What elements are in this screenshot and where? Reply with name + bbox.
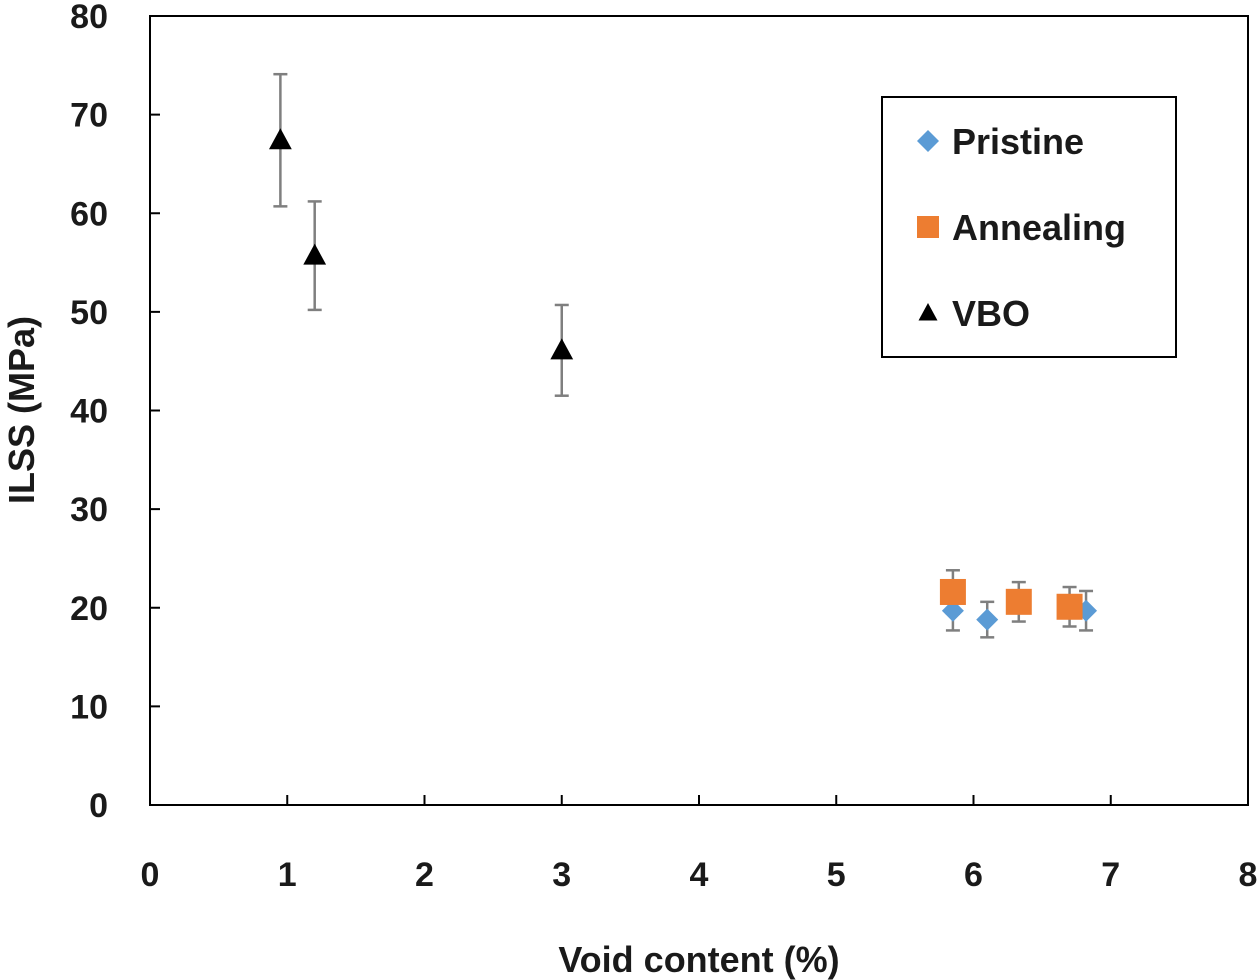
- x-tick-label: 0: [141, 856, 160, 894]
- x-tick-label: 7: [1101, 856, 1120, 894]
- y-tick-label: 60: [70, 195, 108, 233]
- legend-marker-pristine: [917, 130, 939, 152]
- y-axis-title: ILSS (MPa): [1, 316, 42, 504]
- y-axis: 0 10 20 30 40 50 60 70 80: [70, 0, 160, 825]
- y-tick-label: 0: [89, 787, 108, 825]
- x-axis-title: Void content (%): [558, 939, 839, 980]
- x-tick-label: 5: [827, 856, 846, 894]
- point-annealing: [1005, 588, 1032, 615]
- x-tick-label: 2: [415, 856, 434, 894]
- legend-marker-annealing: [917, 216, 939, 238]
- x-tick-label: 3: [552, 856, 571, 894]
- y-tick-label: 80: [70, 0, 108, 36]
- y-tick-label: 40: [70, 393, 108, 431]
- x-tick-label: 4: [690, 856, 709, 894]
- x-tick-label: 6: [964, 856, 983, 894]
- point-vbo: [303, 243, 327, 265]
- legend-label-pristine: Pristine: [952, 121, 1084, 162]
- y-tick-label: 70: [70, 97, 108, 135]
- point-vbo: [550, 338, 574, 360]
- data-markers: [268, 128, 1098, 631]
- legend-label-annealing: Annealing: [952, 207, 1126, 248]
- point-vbo: [268, 128, 292, 150]
- legend-marker-vbo: [918, 303, 938, 321]
- x-tick-label: 8: [1239, 856, 1258, 894]
- legend: Pristine Annealing VBO: [881, 96, 1177, 358]
- y-tick-label: 50: [70, 294, 108, 332]
- point-pristine: [941, 599, 964, 622]
- point-pristine: [976, 608, 999, 631]
- y-tick-label: 30: [70, 491, 108, 529]
- x-axis: 0 1 2 3 4 5 6 7 8: [141, 795, 1258, 894]
- y-tick-label: 20: [70, 590, 108, 628]
- x-tick-label: 1: [278, 856, 297, 894]
- point-annealing: [1056, 593, 1083, 620]
- y-tick-label: 10: [70, 688, 108, 726]
- point-annealing: [939, 578, 966, 605]
- legend-label-vbo: VBO: [952, 293, 1030, 334]
